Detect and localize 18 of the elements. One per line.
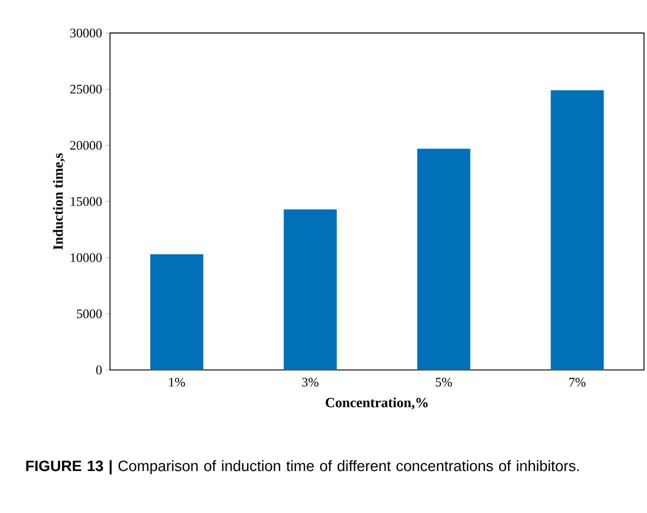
y-tick-label: 10000 — [70, 253, 102, 262]
x-tick-label: 5% — [436, 378, 452, 387]
y-tick-label: 15000 — [70, 197, 102, 206]
y-axis-title: Induction time,s — [52, 153, 65, 250]
text: FIGURE 13 | Comparison of induction time of different concentrations of inhibitors. — [26, 460, 579, 474]
y-tick-label: 0 — [96, 366, 102, 374]
x-tick-label: 3% — [302, 378, 318, 387]
bar — [550, 90, 604, 370]
x-tick-label: 7% — [569, 378, 586, 387]
y-tick-label: 20000 — [70, 140, 102, 150]
y-tick-label: 25000 — [70, 84, 102, 94]
y-tick-label: 5000 — [76, 309, 102, 318]
x-axis-title: Concentration,% — [326, 397, 428, 410]
bar — [284, 209, 337, 370]
x-tick-label: 1% — [169, 378, 185, 387]
bar — [417, 148, 470, 370]
y-tick-label: 30000 — [70, 28, 102, 38]
bar — [150, 254, 204, 370]
